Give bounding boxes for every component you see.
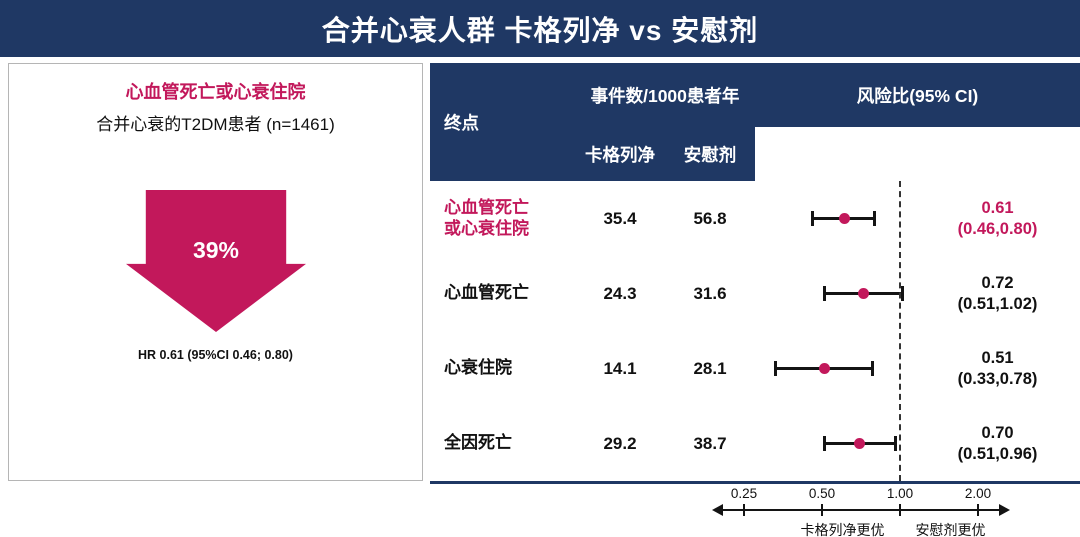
table-header-row2 bbox=[430, 127, 755, 181]
ci-cap-high bbox=[870, 361, 874, 376]
placebo-rate: 28.1 bbox=[693, 358, 727, 378]
endpoint-label: 心血管死亡 bbox=[444, 283, 529, 303]
placebo-rate: 31.6 bbox=[693, 283, 727, 303]
axis-tick-label: 1.00 bbox=[886, 486, 914, 501]
ci-cap-high bbox=[873, 211, 877, 226]
axis-caption-right: 安慰剂更优 bbox=[915, 522, 986, 537]
table-row: 心衰住院 14.1 28.1 0.51 (0.33,0.78) bbox=[430, 331, 1080, 406]
slide-header: 合并心衰人群 卡格列净 vs 安慰剂 bbox=[0, 0, 1080, 57]
hr-value: 0.70 (0.51,0.96) bbox=[957, 423, 1038, 463]
risk-reduction-percent: 39% bbox=[192, 236, 240, 263]
endpoint-label: 心衰住院 bbox=[444, 358, 512, 378]
axis-arrow-left-icon bbox=[712, 504, 723, 516]
hr-value: 0.51 (0.33,0.78) bbox=[957, 348, 1038, 388]
table-row: 心血管死亡 24.3 31.6 0.72 (0.51,1.02) bbox=[430, 256, 1080, 331]
hr-note: HR 0.61 (95%CI 0.46; 0.80) bbox=[138, 348, 293, 362]
endpoint-label: 全因死亡 bbox=[444, 433, 512, 453]
reference-line-hr1 bbox=[899, 181, 901, 481]
axis-tick bbox=[977, 504, 979, 516]
table-body: 心血管死亡 或心衰住院 35.4 56.8 0.61 (0.46,0.80) 心血管死亡 24… bbox=[430, 181, 1080, 481]
risk-reduction-graphic: 39% bbox=[126, 190, 306, 332]
col-header-endpoint: 终点 bbox=[444, 112, 479, 133]
endpoint-title: 心血管死亡或心衰住院 bbox=[125, 82, 306, 102]
axis-caption-left: 卡格列净更优 bbox=[800, 522, 885, 537]
placebo-rate: 38.7 bbox=[693, 433, 727, 453]
canagliflozin-rate: 24.3 bbox=[603, 283, 637, 303]
ci-cap-low bbox=[773, 361, 777, 376]
ci-cap-low bbox=[822, 436, 826, 451]
endpoint-label: 心血管死亡 或心衰住院 bbox=[444, 198, 529, 238]
ci-cap-low bbox=[811, 211, 815, 226]
hr-axis: 卡格列净更优 安慰剂更优 0.25 0.50 1.00 2.00 bbox=[430, 484, 1080, 537]
col-header-hazard-ratio: 风险比(95% CI) bbox=[856, 85, 979, 106]
table-row: 心血管死亡 或心衰住院 35.4 56.8 0.61 (0.46,0.80) bbox=[430, 181, 1080, 256]
hr-value: 0.61 (0.46,0.80) bbox=[957, 198, 1038, 238]
axis-arrow-right-icon bbox=[999, 504, 1010, 516]
placebo-rate: 56.8 bbox=[693, 208, 727, 228]
axis-tick-label: 0.25 bbox=[730, 486, 758, 501]
axis-tick bbox=[899, 504, 901, 516]
col-header-canagliflozin: 卡格列净 bbox=[585, 144, 655, 165]
summary-panel: 心血管死亡或心衰住院 合并心衰的T2DM患者 (n=1461) 39% HR 0… bbox=[8, 63, 423, 481]
ci-cap-high bbox=[893, 436, 897, 451]
forest-plot-table: 终点 事件数/1000患者年 风险比(95% CI) 卡格列净 安慰剂 心血管死… bbox=[430, 63, 1080, 537]
axis-tick-label: 2.00 bbox=[964, 486, 992, 501]
hr-point bbox=[838, 213, 850, 224]
ci-cap-high bbox=[900, 286, 904, 301]
table-header-row1 bbox=[430, 63, 1080, 127]
col-header-events: 事件数/1000患者年 bbox=[590, 85, 740, 106]
hr-value: 0.72 (0.51,1.02) bbox=[957, 273, 1038, 313]
axis-line bbox=[722, 509, 1000, 511]
axis-tick bbox=[743, 504, 745, 516]
table-row: 全因死亡 29.2 38.7 0.70 (0.51,0.96) bbox=[430, 406, 1080, 481]
ci-cap-low bbox=[822, 286, 826, 301]
table-bottom-rule bbox=[430, 481, 1080, 484]
canagliflozin-rate: 35.4 bbox=[603, 208, 637, 228]
col-header-placebo: 安慰剂 bbox=[683, 144, 737, 165]
hr-point bbox=[857, 288, 869, 299]
canagliflozin-rate: 29.2 bbox=[603, 433, 637, 453]
axis-tick-label: 0.50 bbox=[808, 486, 836, 501]
hr-point bbox=[854, 438, 866, 449]
population-text: 合并心衰的T2DM患者 (n=1461) bbox=[96, 115, 335, 134]
hr-point bbox=[818, 363, 830, 374]
slide-title: 合并心衰人群 卡格列净 vs 安慰剂 bbox=[321, 14, 759, 46]
axis-tick bbox=[821, 504, 823, 516]
canagliflozin-rate: 14.1 bbox=[603, 358, 637, 378]
